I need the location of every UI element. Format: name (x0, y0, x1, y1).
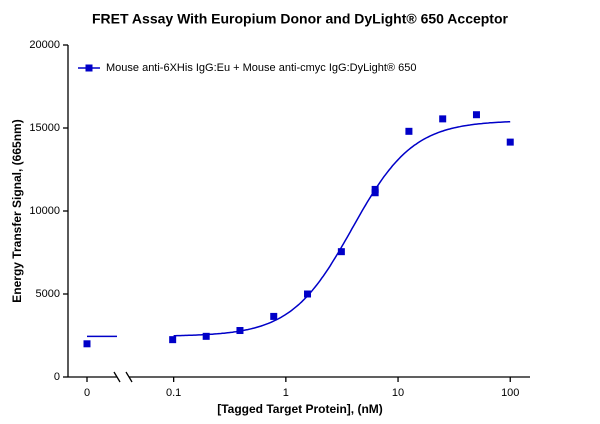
y-tick-label: 10000 (29, 205, 60, 217)
data-point (472, 111, 480, 119)
y-tick-label: 15000 (29, 122, 60, 134)
data-point (270, 312, 278, 320)
legend-marker (85, 64, 93, 72)
data-point (202, 332, 210, 340)
data-point (439, 115, 447, 123)
data-point (506, 138, 514, 146)
data-point (236, 327, 244, 335)
data-point (371, 185, 379, 193)
x-tick-label: 0 (84, 387, 90, 399)
data-point (337, 248, 345, 256)
x-tick-label: 100 (501, 387, 519, 399)
y-tick-label: 20000 (29, 39, 60, 51)
data-point (83, 340, 91, 348)
chart-title: FRET Assay With Europium Donor and DyLig… (92, 11, 509, 27)
axis-break (125, 371, 133, 383)
data-point (405, 127, 413, 135)
legend-label: Mouse anti-6XHis IgG:Eu + Mouse anti-cmy… (106, 62, 416, 74)
x-axis-label: [Tagged Target Protein], (nM) (217, 402, 383, 416)
y-tick-label: 0 (54, 371, 60, 383)
data-point (169, 336, 177, 344)
y-axis-label: Energy Transfer Signal, (665nm) (10, 119, 24, 302)
x-tick-label: 0.1 (166, 387, 181, 399)
axis-break (113, 371, 121, 383)
fit-curve (173, 120, 511, 337)
x-tick-label: 1 (283, 387, 289, 399)
x-tick-label: 10 (392, 387, 404, 399)
data-point (304, 290, 312, 298)
y-tick-label: 5000 (36, 288, 60, 300)
